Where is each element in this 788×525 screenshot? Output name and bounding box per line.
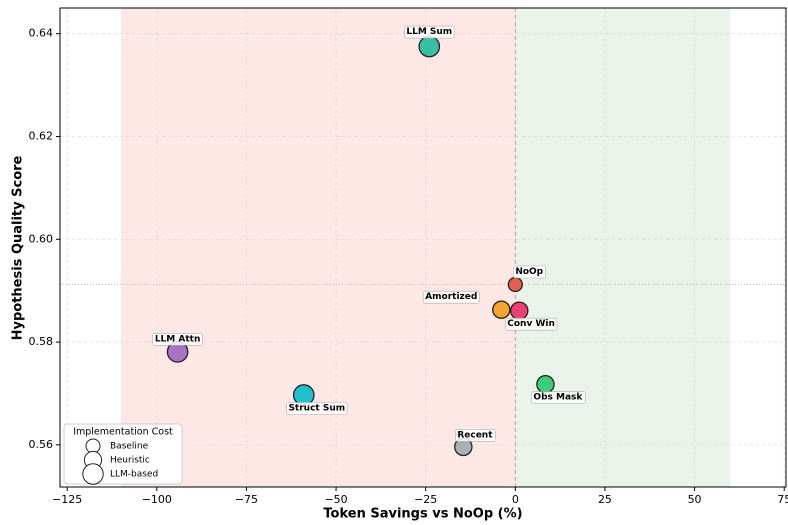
x-tick-label: −50 [324,493,347,506]
point-label-group: Amortized [422,290,480,304]
label-box [422,290,480,304]
y-tick-label: 0.56 [29,438,54,451]
point-label: LLM Attn [155,334,201,344]
plot-frame [59,7,787,488]
shaded-region [120,8,516,487]
point [536,374,555,394]
point-label: Struct Sum [288,404,345,414]
point-label-group: Struct Sum [286,402,348,415]
legend: Implementation Cost Baseline Heuristic LLM-… [63,423,183,485]
point-label-group: Obs Mask [531,391,586,405]
point-label-group: Conv Win [504,317,558,331]
legend-marker [82,463,104,485]
point-label-group: Recent [455,429,496,442]
point-label: Conv Win [507,319,555,329]
x-tick-label: −125 [52,493,82,506]
x-tick-label: 75 [777,493,788,506]
point-label: Amortized [425,292,477,302]
x-tick-label: −100 [142,493,172,506]
y-tick-label: 0.58 [29,335,54,348]
shaded-region [515,8,731,487]
point-label: Recent [457,430,493,440]
x-tick-label: 50 [688,493,702,506]
y-axis-label: Hypothesis Quality Score [11,155,26,340]
x-axis-label: Token Savings vs NoOp (%) [323,507,522,522]
legend-label: Baseline [110,442,149,452]
point-label-group: NoOp [513,265,546,279]
point [492,300,511,319]
y-tick-label: 0.62 [29,129,54,142]
x-tick-label: −25 [414,493,437,506]
y-tick-label: 0.60 [29,232,54,245]
x-tick-label: 25 [598,493,612,506]
label-box [404,25,455,39]
label-box [286,402,348,415]
y-tick-label: 0.64 [29,27,54,40]
legend-marker [85,438,101,454]
label-box [455,429,496,442]
point-label-group: LLM Sum [404,25,455,39]
x-tick-label: −75 [235,493,258,506]
point-label: LLM Sum [406,27,452,37]
legend-title: Implementation Cost [73,427,173,438]
point-label: NoOp [515,267,543,277]
label-box [531,391,586,405]
legend-label: LLM-based [110,470,158,480]
point-label-group: LLM Attn [152,333,203,346]
point [418,35,441,58]
label-box [513,265,546,279]
point [507,276,523,293]
label-box [504,317,558,331]
legend-label: Heuristic [110,456,150,466]
point [292,384,315,406]
point-label: Obs Mask [533,393,583,403]
x-tick-label: 0 [512,493,519,506]
label-box [152,333,203,346]
point [510,301,529,320]
